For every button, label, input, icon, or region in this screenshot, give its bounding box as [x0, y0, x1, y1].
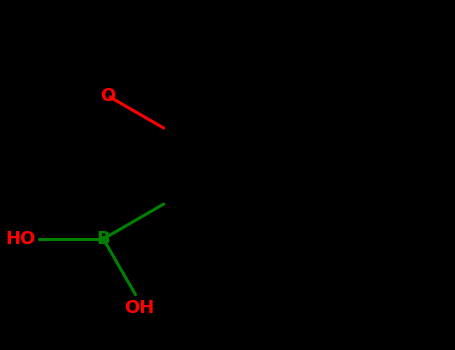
Text: B: B — [96, 230, 110, 248]
Text: HO: HO — [5, 230, 35, 248]
Text: OH: OH — [124, 299, 154, 317]
Text: O: O — [101, 87, 116, 105]
